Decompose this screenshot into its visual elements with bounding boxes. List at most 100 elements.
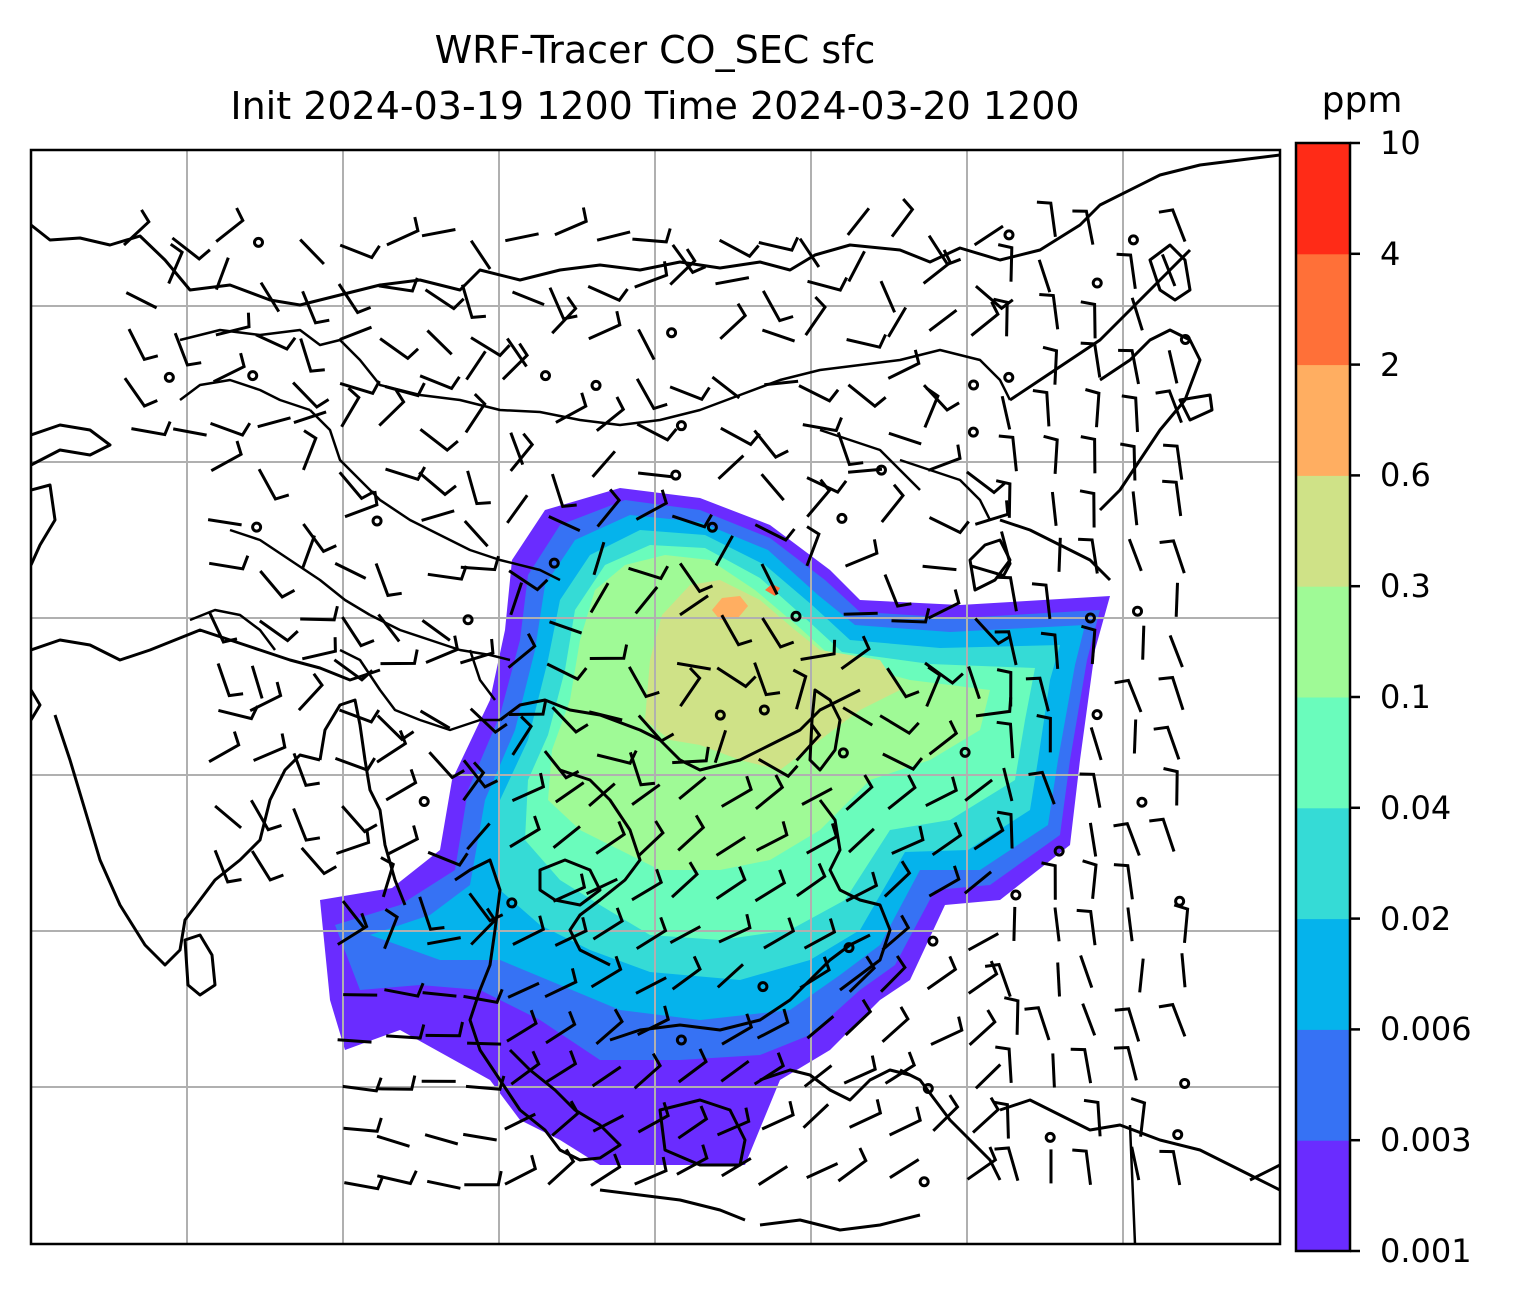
wind-barb	[637, 471, 673, 479]
wind-barb	[713, 729, 728, 764]
wind-barb	[628, 751, 656, 787]
wind-barb	[386, 216, 420, 247]
wind-barb	[338, 708, 381, 724]
wind-barb	[792, 668, 808, 710]
chart-subtitle: Init 2024-03-19 1200 Time 2024-03-20 120…	[230, 84, 1080, 128]
wind-barb	[993, 1100, 1010, 1139]
wind-barb	[971, 1096, 1001, 1134]
wind-barb	[470, 336, 511, 358]
wind-barb	[300, 605, 339, 622]
wind-barb	[1079, 955, 1094, 989]
wind-barb	[922, 249, 953, 285]
wind-barb	[996, 720, 1015, 759]
wind-barb	[1080, 300, 1097, 339]
wind-barb	[214, 804, 243, 830]
wind-barb	[1000, 531, 1012, 565]
wind-barb	[890, 198, 915, 238]
calm-wind-marker	[666, 327, 678, 339]
wind-barb	[1088, 822, 1098, 857]
wind-barb	[380, 856, 395, 898]
wind-barb	[301, 290, 330, 325]
wind-barb	[803, 1064, 833, 1088]
wind-barb	[463, 519, 489, 548]
wind-barb	[1167, 349, 1179, 384]
wind-barb	[1012, 906, 1017, 941]
wind-barb	[761, 328, 796, 343]
wind-barb	[716, 963, 745, 989]
wind-barb	[1116, 252, 1137, 290]
wind-barb	[974, 500, 1010, 526]
wind-barb	[216, 663, 244, 698]
wind-barb	[994, 630, 1018, 666]
wind-barb	[212, 352, 246, 384]
wind-barb	[632, 228, 672, 244]
wind-barb	[587, 285, 629, 303]
wind-barb	[679, 666, 702, 708]
wind-barb	[1082, 859, 1098, 899]
wind-barb	[714, 535, 734, 567]
colorbar-segment	[1296, 475, 1350, 587]
wind-barb	[715, 835, 746, 857]
wind-barb	[1159, 539, 1186, 574]
wind-barb	[504, 1154, 538, 1186]
wind-barb	[996, 668, 1013, 707]
wind-barb	[1141, 625, 1146, 660]
wind-barb	[171, 236, 211, 261]
wind-barb	[845, 774, 874, 811]
wind-barb	[715, 276, 750, 286]
wind-barb	[588, 782, 616, 808]
wind-barb	[418, 471, 457, 497]
wind-barb	[1056, 962, 1061, 997]
wind-barb	[1114, 1007, 1141, 1042]
wind-barb	[292, 381, 330, 409]
wind-barb	[804, 295, 827, 336]
wind-barb	[720, 614, 753, 647]
wind-barb	[344, 1175, 385, 1191]
wind-barb	[634, 1156, 668, 1186]
wind-barb	[465, 350, 487, 381]
wind-barb	[925, 665, 942, 707]
wind-barb	[847, 827, 875, 854]
wind-barb	[427, 565, 468, 581]
co-tracer-field	[320, 488, 1110, 1165]
wind-barb	[880, 483, 905, 524]
wind-barb	[259, 281, 281, 313]
wind-barb	[716, 666, 757, 689]
wind-barb	[508, 569, 549, 592]
wind-barb	[1159, 1149, 1182, 1186]
wind-barb	[1131, 491, 1139, 526]
wind-barb	[974, 1063, 1002, 1090]
wind-barb	[884, 1051, 917, 1085]
wind-barb	[1025, 676, 1050, 712]
wind-barb	[592, 1114, 625, 1133]
wind-barb	[335, 828, 371, 855]
wind-barb	[592, 907, 624, 941]
wind-barb	[761, 617, 795, 649]
wind-barb	[798, 384, 840, 403]
wind-barb	[299, 338, 325, 373]
wind-barb	[754, 869, 787, 903]
wind-barb	[1163, 767, 1179, 806]
calm-wind-marker	[548, 557, 560, 569]
wind-barb	[552, 873, 587, 903]
wind-barb	[806, 476, 848, 494]
wind-barb	[421, 619, 451, 642]
calm-wind-marker	[922, 1082, 934, 1094]
wind-barb	[511, 290, 545, 306]
wind-barb	[588, 310, 622, 341]
calm-wind-marker	[418, 795, 430, 807]
wind-barb	[883, 574, 912, 608]
wind-barb	[1039, 293, 1060, 330]
wind-barb	[1041, 861, 1057, 900]
wind-barb	[1079, 489, 1096, 528]
wind-barb	[753, 1052, 786, 1086]
wind-barb	[633, 1052, 663, 1090]
wind-barb	[544, 968, 578, 999]
wind-barb	[257, 416, 291, 429]
calm-wind-marker	[252, 236, 264, 248]
wind-barb	[926, 955, 958, 991]
wind-barb	[1132, 719, 1138, 754]
wind-barb	[554, 916, 588, 947]
wind-barb	[380, 649, 419, 666]
wind-barb	[637, 1005, 670, 1036]
